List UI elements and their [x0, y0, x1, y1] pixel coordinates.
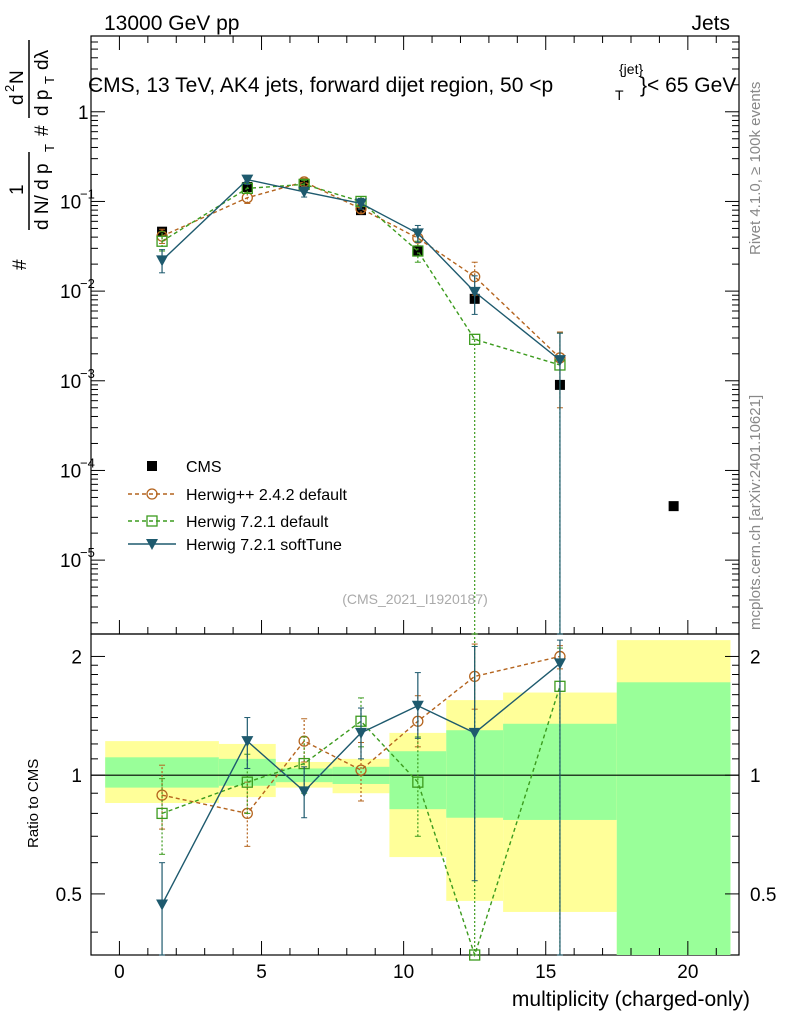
rivet-version-label: Rivet 4.1.0, ≥ 100k events — [747, 82, 764, 255]
legend-label-cms: CMS — [186, 459, 222, 476]
band-green-bin — [616, 682, 731, 955]
main-panel-series — [156, 174, 679, 635]
ratio-x-tick-label: 0 — [114, 962, 125, 983]
ratio-point-herwig-2-4-2-default — [355, 764, 367, 776]
main-y-tick-exponent: −1 — [80, 186, 95, 201]
ylabel-dN-dpT: d N/ d p — [32, 163, 53, 230]
main-y-tick-label: 10 — [60, 461, 81, 482]
ylabel-T2: T — [42, 76, 57, 84]
title-sup: {jet} — [619, 61, 643, 77]
title-text: CMS, 13 TeV, AK4 jets, forward dijet reg… — [88, 74, 553, 97]
main-point-herwig-7-2-1-default — [412, 245, 424, 257]
ratio-y-tick-label: 2 — [71, 647, 82, 668]
ratio-x-tick-label: 10 — [393, 962, 414, 983]
ylabel-sq: 2 — [2, 85, 17, 92]
main-point-herwig-7-2-1-softtune — [298, 186, 311, 198]
main-point-cms — [412, 246, 423, 257]
ratio-y-tick-label-right: 0.5 — [750, 885, 776, 906]
ratio-point-herwig-7-2-1-softtune — [468, 727, 481, 739]
legend-label-herwig721: Herwig 7.2.1 default — [186, 514, 329, 531]
ylabel-hash: # — [10, 259, 31, 270]
main-point-herwig-7-2-1-default — [156, 235, 168, 247]
ratio-point-herwig-7-2-1-softtune — [156, 899, 169, 911]
analysis-id-watermark: (CMS_2021_I1920187) — [342, 591, 488, 607]
x-axis-label: multiplicity (charged-only) — [512, 988, 750, 1011]
ratio-panel-frame — [90, 633, 740, 956]
legend-label-softtune: Herwig 7.2.1 softTune — [186, 537, 342, 554]
ratio-y-tick-label-right: 1 — [750, 766, 761, 787]
ylabel-dlambda: dλ — [32, 49, 53, 70]
ratio-y-tick-label: 0.5 — [56, 885, 82, 906]
ylabel-dp: d p — [32, 90, 53, 116]
header-right: Jets — [691, 12, 730, 35]
ratio-point-herwig-7-2-1-default — [469, 949, 481, 961]
ratio-x-tick-label: 5 — [256, 962, 267, 983]
ratio-point-herwig-7-2-1-softtune — [411, 700, 424, 712]
main-point-cms — [668, 501, 679, 512]
main-point-herwig-7-2-1-softtune — [468, 286, 481, 298]
main-point-herwig-7-2-1-softtune — [553, 355, 566, 367]
ratio-point-herwig-7-2-1-softtune — [553, 658, 566, 670]
ylabel-d2N: d — [7, 94, 28, 105]
legend-marker-herwig-2-4-2-default — [146, 488, 158, 500]
main-y-tick-exponent: −3 — [80, 366, 95, 381]
legend-marker-herwig-7-2-1-softtune — [146, 539, 158, 550]
ratio-y-tick-label-right: 2 — [750, 647, 761, 668]
ratio-point-herwig-7-2-1-softtune — [241, 736, 254, 748]
ylabel-one: 1 — [7, 184, 28, 195]
main-title: CMS, 13 TeV, AK4 jets, forward dijet reg… — [88, 61, 736, 103]
main-y-tick-label: 10 — [60, 192, 81, 213]
ratio-point-herwig-7-2-1-default — [156, 807, 168, 820]
ratio-point-herwig-7-2-1-default — [412, 776, 424, 788]
main-y-tick-exponent: −4 — [80, 455, 95, 470]
title-end: }< 65 GeV — [640, 74, 736, 97]
main-point-herwig-7-2-1-softtune — [355, 198, 367, 210]
main-point-herwig-7-2-1-default — [469, 333, 481, 345]
ratio-y-axis-label: Ratio to CMS — [25, 759, 42, 848]
main-point-herwig-7-2-1-softtune — [156, 255, 169, 267]
legend-label-herwigpp: Herwig++ 2.4.2 default — [186, 487, 348, 504]
main-point-herwig-7-2-1-softtune — [241, 174, 254, 186]
ratio-panel-series — [156, 633, 566, 961]
main-y-tick-label: 10 — [60, 372, 81, 393]
main-y-axis-label: # 1 d N/ d p T # d 2 N d p T dλ — [2, 40, 57, 270]
ratio-y-tick-label: 1 — [71, 766, 82, 787]
main-y-tick-label: 10 — [60, 551, 81, 572]
ratio-x-tick-label: 20 — [677, 962, 698, 983]
legend-marker-herwig-7-2-1-default — [146, 515, 158, 527]
mcplots-label: mcplots.cern.ch [arXiv:2401.10621] — [747, 395, 764, 630]
legend: CMS Herwig++ 2.4.2 default Herwig 7.2.1 … — [128, 459, 348, 554]
main-point-herwig-7-2-1-softtune — [411, 228, 424, 240]
ratio-point-herwig-7-2-1-softtune — [298, 786, 311, 798]
legend-marker-cms — [147, 461, 157, 471]
ylabel-T: T — [42, 144, 57, 152]
ratio-point-herwig-7-2-1-softtune — [355, 727, 367, 739]
ratio-point-herwig-7-2-1-default — [241, 776, 253, 788]
main-y-tick-label: 10 — [60, 282, 81, 303]
title-sub: T — [615, 87, 624, 103]
main-y-tick-label: 1 — [78, 103, 89, 124]
main-point-cms — [356, 205, 366, 216]
ratio-point-herwig-2-4-2-default — [298, 735, 310, 747]
legend-markers — [128, 461, 176, 550]
main-y-tick-exponent: −2 — [80, 276, 95, 291]
ylabel-N: N — [7, 70, 28, 84]
ylabel-hash2: # — [32, 125, 53, 136]
main-y-tick-exponent: −5 — [80, 545, 95, 560]
ratio-x-tick-label: 15 — [535, 962, 556, 983]
axes-ticks: 10−510−410−310−210−110 5 10 15 200.5 0.51 12 2 — [56, 35, 776, 983]
header-left: 13000 GeV pp — [104, 12, 239, 35]
